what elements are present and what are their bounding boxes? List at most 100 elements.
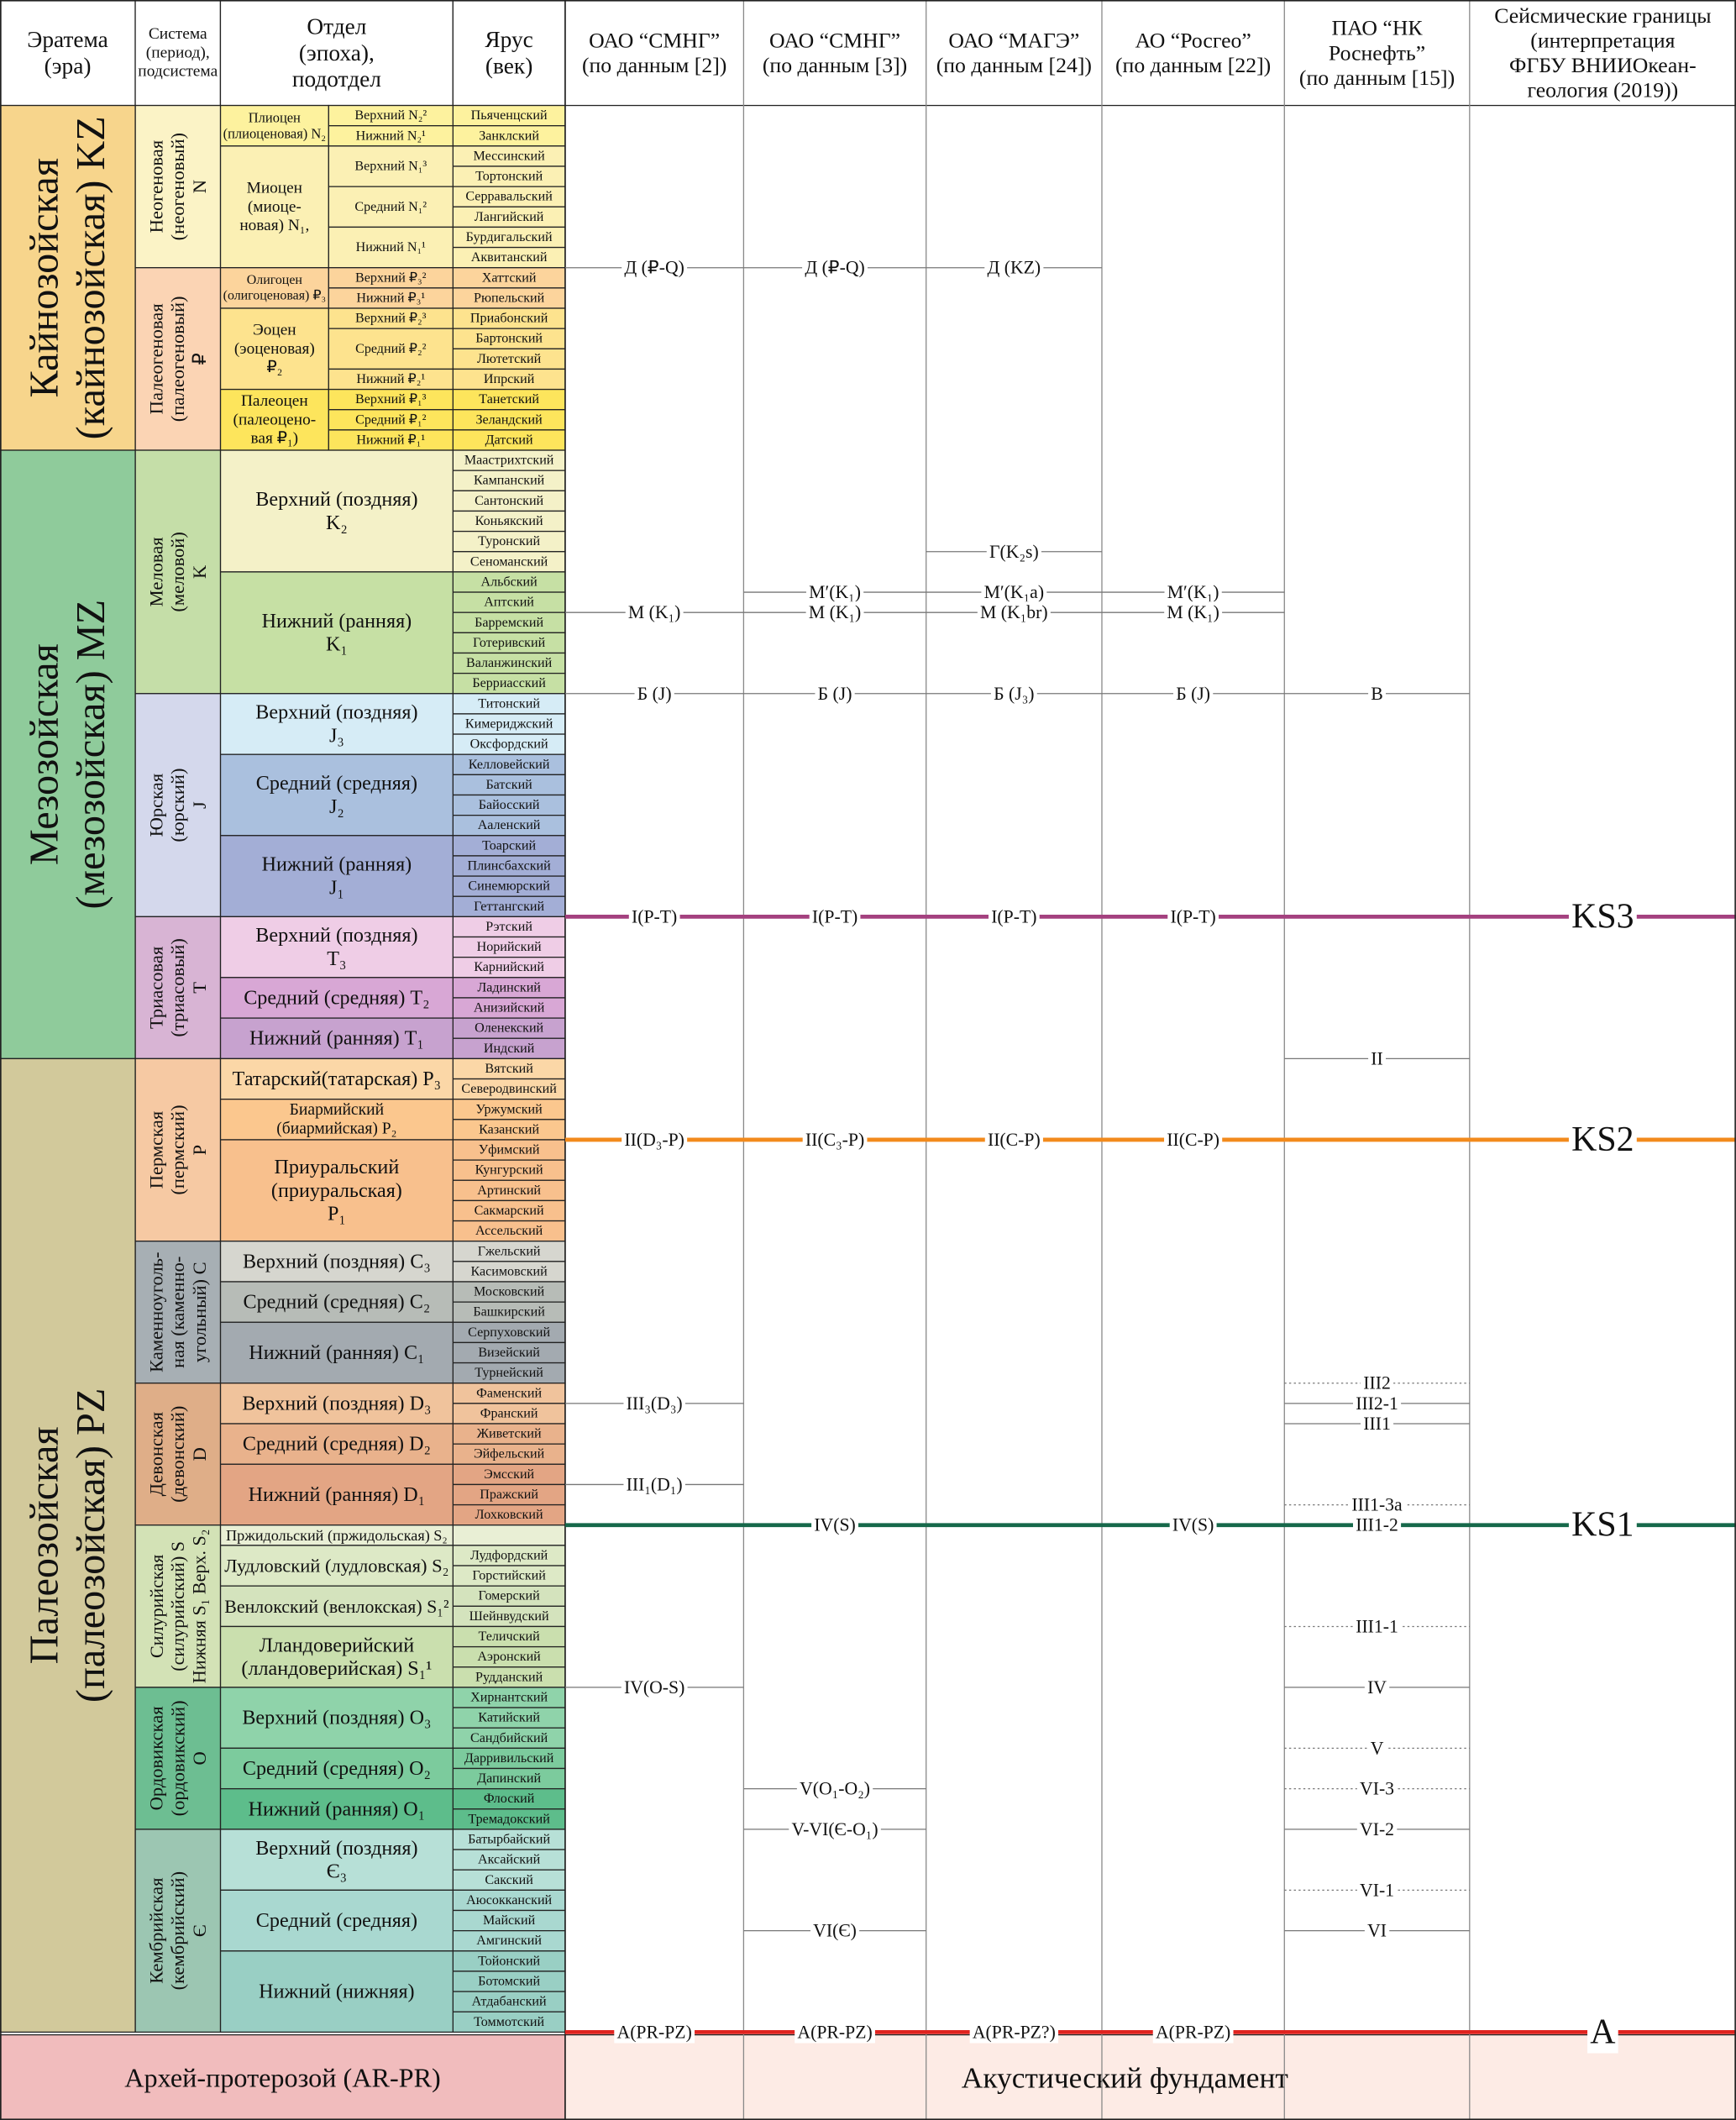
system-name: J (189, 801, 210, 809)
subseries-cell (328, 429, 454, 451)
horizon-label: Г(K₂s) (989, 542, 1039, 562)
horizon-label: M′(K₁a) (984, 582, 1044, 602)
label-background (634, 682, 674, 705)
series-name: Приуральский (275, 1156, 400, 1178)
series-name: K₂ (326, 512, 348, 534)
system-name: Пермская (145, 1111, 166, 1189)
seismic-label: KS3 (1571, 897, 1634, 936)
header-text: (эра) (45, 54, 92, 79)
basement-right (564, 2033, 1736, 2120)
label-background (988, 905, 1040, 928)
series-name: Верхний (поздняя) C₃ (243, 1250, 431, 1273)
basement-text: Архей-протерозой (AR-PR) (124, 2062, 441, 2092)
stage-name: Фаменский (476, 1386, 542, 1400)
system-name: Неогеновая (145, 140, 166, 233)
stage-cell (452, 1707, 566, 1729)
label-background (621, 1676, 688, 1698)
label-background (802, 256, 868, 279)
system-name: (юрский) (167, 769, 188, 842)
label-background (1353, 1514, 1402, 1536)
series-name: (эоценовая) (234, 340, 315, 358)
horizon-label: VI-1 (1360, 1880, 1394, 1900)
system-cell (134, 267, 222, 451)
horizon-label: I(P-T) (991, 906, 1036, 926)
stage-name: Рюпельский (474, 291, 545, 305)
stage-name: Готеривский (473, 636, 546, 650)
stage-name: Батский (485, 778, 532, 792)
label-background (1353, 1615, 1402, 1638)
series-name: Средний (средняя) (256, 1909, 417, 1932)
stage-name: Батырбайский (468, 1832, 550, 1846)
series-cell (219, 1139, 454, 1242)
system-cell (134, 1829, 222, 2033)
subseries-cell (328, 104, 454, 127)
stage-cell (452, 1929, 566, 1952)
system-name: Юрская (145, 774, 166, 837)
stage-name: Серравальский (465, 190, 553, 204)
series-name: Пржидольский (пржидольская) S₂ (226, 1527, 448, 1545)
series-cell (219, 307, 329, 391)
horizon-label: V(O₁-O₂) (800, 1779, 870, 1799)
horizon-label: II(C-P) (1167, 1130, 1219, 1150)
column-title: ОАО “СМНГ” (769, 28, 900, 52)
label-background (1568, 1503, 1637, 1546)
series-name: Верхний (поздняя) (255, 1837, 417, 1860)
stage-cell (452, 733, 566, 755)
label-background (621, 256, 688, 279)
era-name: Мезозойская (22, 643, 66, 865)
series-name: J₃ (329, 724, 344, 747)
horizon-label: Д (KZ) (988, 258, 1041, 278)
label-background (986, 540, 1041, 563)
stage-name: Тоарский (482, 838, 536, 853)
system-cell (134, 449, 222, 695)
series-cell (219, 1747, 454, 1790)
stage-cell (452, 1139, 566, 1161)
label-background (1356, 1879, 1398, 1902)
series-name: Нижний (нижняя) (259, 1981, 414, 2003)
horizon-label: II(D₃-P) (624, 1130, 684, 1150)
system-name: Девонская (145, 1412, 166, 1496)
system-cell (134, 1687, 222, 1830)
horizon-label: Б (J) (818, 684, 852, 704)
series-name: Лудловский (лудловская) S₂ (224, 1556, 448, 1577)
label-background (1568, 1118, 1637, 1162)
column-title: геология (2019)) (1527, 78, 1678, 102)
series-name: Татарский(татарская) P₃ (233, 1068, 441, 1090)
stage-name: Аксайский (478, 1853, 541, 1867)
horizon-label: I(P-T) (812, 906, 858, 926)
stage-cell (452, 1545, 566, 1566)
system-name: Триасовая (145, 947, 166, 1029)
horizon-label: Д (₽-Q) (805, 258, 864, 278)
series-name: Миоцен (247, 180, 302, 197)
series-name: K₁ (326, 633, 348, 656)
stage-name: Лохковский (475, 1508, 543, 1522)
column-title: (по данным [22]) (1115, 53, 1271, 77)
stage-name: Ассельский (475, 1224, 543, 1238)
horizon-label: II(C-P) (988, 1130, 1041, 1150)
label-background (802, 1128, 868, 1152)
stage-name: Берриасский (472, 676, 546, 690)
series-name: вая ₽₁) (251, 430, 299, 448)
subseries-cell (328, 409, 454, 431)
horizon-label: Б (J₃) (994, 684, 1034, 704)
era-name: (палеозойская) PZ (69, 1388, 113, 1703)
series-name: Нижний (ранняя) O₁ (249, 1797, 425, 1820)
stage-name: Сантонский (475, 494, 543, 508)
era-name: (мезозойская) MZ (69, 600, 113, 910)
subseries-name: Средний N₁² (354, 200, 427, 214)
subseries-name: Верхний N₂² (354, 108, 427, 123)
system-name: (неогеновый) (167, 133, 188, 240)
stage-cell (452, 348, 566, 370)
horizon-label: A(PR-PZ?) (973, 2022, 1056, 2042)
stage-name: Ааленский (478, 818, 541, 832)
stage-name: Тремадокский (468, 1812, 550, 1826)
subseries-name: Нижний ₽₂¹ (356, 372, 425, 386)
label-background (1152, 2021, 1234, 2044)
header-text: подотдел (292, 66, 381, 92)
stage-cell (452, 774, 566, 796)
series-cell (219, 1057, 454, 1100)
stage-name: Мессинский (473, 149, 545, 163)
horizon-label: II (1371, 1048, 1382, 1068)
series-cell (219, 1585, 454, 1628)
era-name: (кайнозойская) KZ (69, 116, 113, 439)
